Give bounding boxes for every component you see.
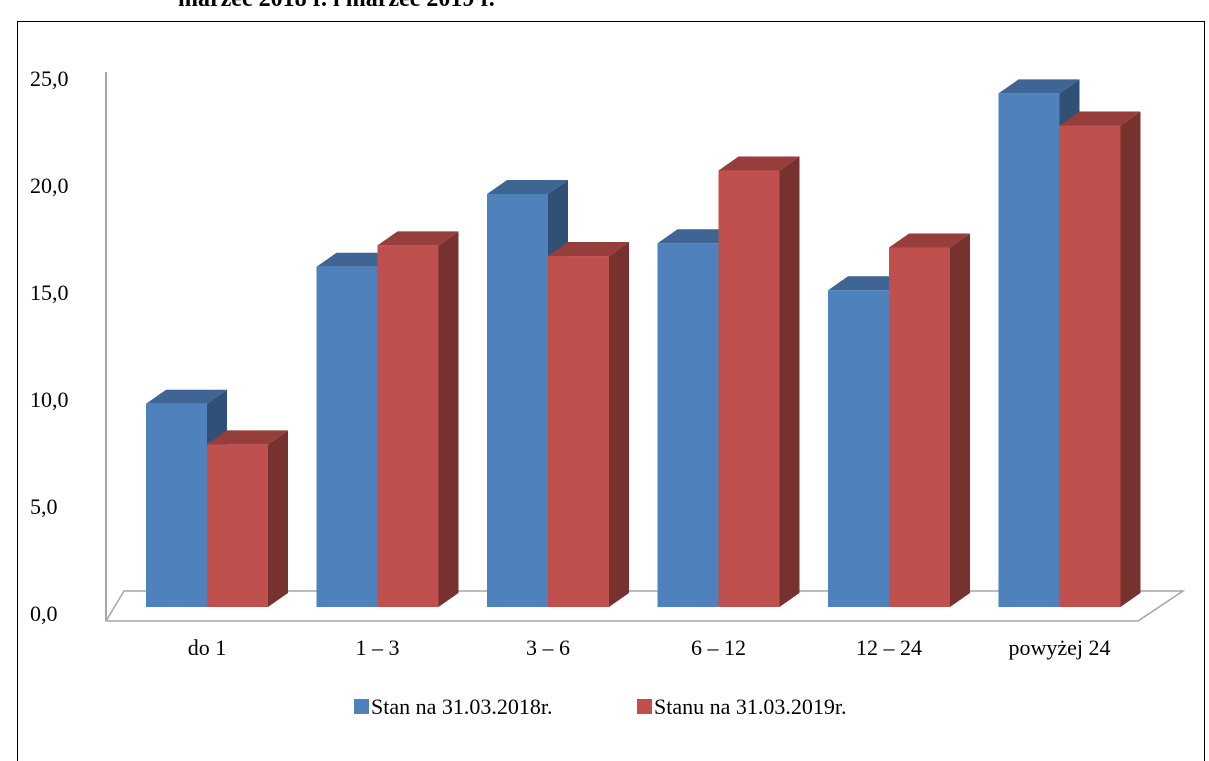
bar xyxy=(207,430,288,607)
legend-label: Stanu na 31.03.2019r. xyxy=(654,694,847,719)
y-tick-label: 0,0 xyxy=(30,601,58,626)
bar-front xyxy=(657,243,719,607)
chart-bars xyxy=(146,79,1141,608)
legend-label: Stan na 31.03.2018r. xyxy=(371,694,553,719)
x-tick-label: 1 – 3 xyxy=(356,635,400,660)
bar-side xyxy=(950,233,970,608)
bar-top xyxy=(316,252,398,267)
bar-front xyxy=(487,193,548,608)
y-tick-label: 5,0 xyxy=(30,494,58,519)
chart-axes xyxy=(105,72,1186,622)
bar-front xyxy=(316,266,378,607)
bar-front xyxy=(377,245,439,607)
bar-top xyxy=(146,389,227,404)
bar-top xyxy=(718,156,800,171)
bar-front xyxy=(1059,125,1121,607)
bar xyxy=(718,156,800,607)
x-axis-labels: do 1 1 – 3 3 – 6 6 – 12 12 – 24 powyżej 24 xyxy=(188,635,1111,660)
bar-top xyxy=(998,79,1080,94)
bar-front xyxy=(548,256,609,607)
bar-top xyxy=(828,276,909,291)
bar-front xyxy=(718,170,780,607)
chart-frame xyxy=(17,21,1205,761)
bar-top xyxy=(487,179,568,194)
bar-side xyxy=(268,430,288,607)
bar-top xyxy=(548,242,629,257)
bar-top xyxy=(889,233,970,248)
y-tick-label: 20,0 xyxy=(30,173,69,198)
bar-front xyxy=(889,247,950,608)
bar xyxy=(377,231,459,607)
legend-swatch xyxy=(354,699,369,714)
bar-front xyxy=(998,93,1060,607)
y-axis-labels: 0,0 5,0 10,0 15,0 20,0 25,0 xyxy=(30,66,69,626)
bar xyxy=(1059,111,1141,607)
bar-top xyxy=(1059,111,1141,126)
bar-front xyxy=(146,403,207,607)
x-tick-label: powyżej 24 xyxy=(1008,635,1110,660)
y-tick-label: 10,0 xyxy=(30,387,69,412)
legend-swatch xyxy=(637,699,652,714)
bar-side xyxy=(779,156,800,607)
bar-side xyxy=(1120,111,1141,607)
bar-side xyxy=(438,231,459,607)
chart-title: marzec 2018 r. i marzec 2019 r. xyxy=(178,0,495,13)
x-tick-label: 6 – 12 xyxy=(691,635,746,660)
y-tick-label: 25,0 xyxy=(30,66,69,91)
bar-front xyxy=(828,290,889,607)
x-tick-label: 3 – 6 xyxy=(526,635,570,660)
bar-front xyxy=(207,444,268,607)
bar-side xyxy=(609,242,629,608)
bar-top xyxy=(377,231,459,246)
x-tick-label: do 1 xyxy=(188,635,227,660)
legend: Stan na 31.03.2018r. Stanu na 31.03.2019r… xyxy=(354,694,847,719)
bar-top xyxy=(657,229,739,244)
bar-top xyxy=(207,430,288,445)
y-tick-label: 15,0 xyxy=(30,280,69,305)
bar-chart: 0,0 5,0 10,0 15,0 20,0 25,0 do 1 1 – 3 3 – 6 6 –… xyxy=(30,66,1186,719)
bar xyxy=(889,233,970,608)
x-tick-label: 12 – 24 xyxy=(856,635,922,660)
bar xyxy=(548,242,629,608)
